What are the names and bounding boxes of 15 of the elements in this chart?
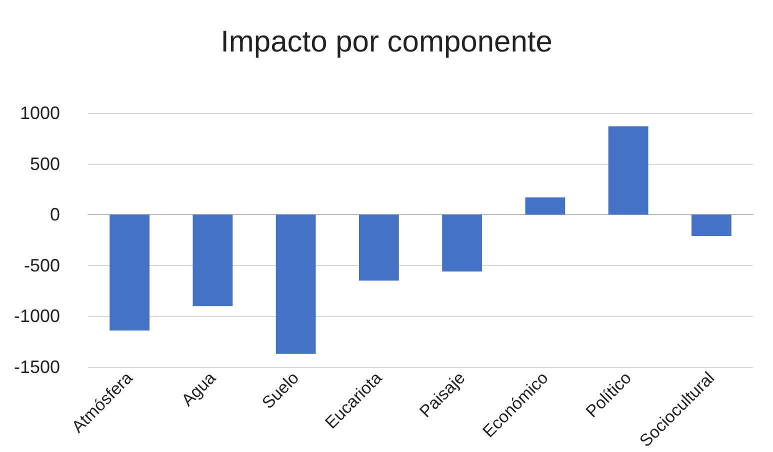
bar — [608, 126, 648, 215]
y-tick-label: 0 — [50, 204, 60, 225]
y-tick-label: 500 — [30, 154, 60, 174]
bar — [192, 214, 233, 306]
chart-title: Impacto por componente — [220, 26, 552, 58]
bar — [110, 214, 150, 330]
y-tick-label: 1000 — [20, 103, 60, 123]
y-tick-label: -1500 — [14, 357, 60, 378]
bar — [691, 214, 732, 236]
y-tick-label: -1000 — [14, 306, 60, 326]
bar — [358, 214, 399, 281]
bar — [276, 214, 316, 354]
bar — [442, 214, 482, 272]
y-tick-label: -500 — [24, 255, 60, 276]
bar — [525, 197, 566, 215]
